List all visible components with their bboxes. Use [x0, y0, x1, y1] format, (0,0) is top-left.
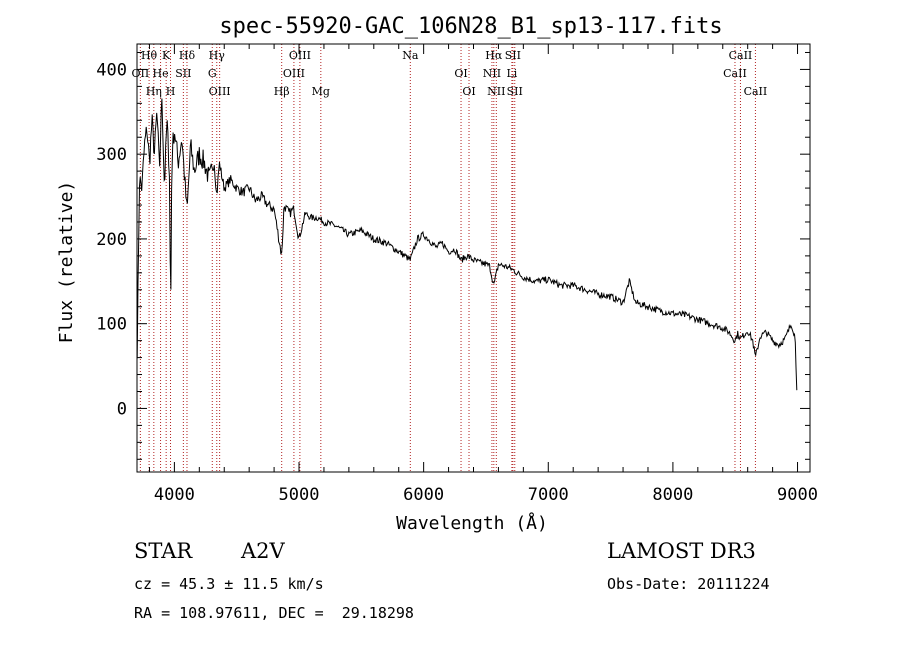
axis-ticks	[137, 44, 810, 472]
spectral-line-label: Na	[402, 49, 419, 62]
observation-date: Obs-Date: 20111224	[607, 575, 770, 593]
spectrum-chart: spec-55920-GAC_106N28_B1_sp13-117.fits H…	[56, 14, 818, 534]
x-tick-label: 8000	[652, 485, 693, 505]
spectral-line-label: OIII	[289, 49, 311, 62]
spectral-line-label: Hγ	[209, 49, 226, 62]
survey-name: LAMOST DR3	[607, 539, 756, 563]
spectral-line-label: Li	[506, 67, 517, 80]
spectral-line-label: K	[162, 49, 171, 62]
spectral-line-label: H	[166, 85, 176, 98]
spectral-line-labels: Hθ OII Hη K He H Hδ SII OIII Hγ G Hβ OIII OIII Mg Na OI O…	[132, 49, 768, 98]
plot-frame	[136, 43, 811, 473]
spectral-line-label: OI	[454, 67, 467, 80]
spectral-line-label: OIII	[209, 85, 231, 98]
spectral-line-label: Hδ	[179, 49, 196, 62]
axis-tick-labels: 4000 5000 6000 7000 8000 9000 0 100 200 300 400	[96, 60, 818, 505]
spectral-line-label: OI	[462, 85, 475, 98]
spectral-line-label: Hβ	[274, 85, 290, 98]
spectral-line-label: NII	[483, 67, 501, 80]
spectral-line-label: CaII	[723, 67, 747, 80]
object-subclass: A2V	[241, 539, 285, 563]
spectral-line-label: He	[153, 67, 169, 80]
chart-title: spec-55920-GAC_106N28_B1_sp13-117.fits	[219, 14, 722, 39]
x-axis-label: Wavelength (Å)	[396, 512, 548, 534]
x-tick-label: 9000	[777, 485, 818, 505]
redshift-cz: cz = 45.3 ± 11.5 km/s	[134, 575, 324, 593]
y-tick-label: 100	[96, 315, 127, 335]
spectral-line-label: Hα	[485, 49, 503, 62]
x-tick-label: 7000	[528, 485, 569, 505]
spectral-line-label: Hη	[146, 85, 162, 98]
spectral-line-label: CaII	[744, 85, 768, 98]
y-tick-label: 300	[96, 145, 127, 165]
x-tick-label: 4000	[154, 485, 195, 505]
spectral-line-label: SII	[505, 49, 521, 62]
y-tick-label: 400	[96, 60, 127, 80]
spectral-lines-layer	[139, 44, 756, 472]
x-tick-label: 5000	[279, 485, 320, 505]
spectral-line-label: G	[208, 67, 217, 80]
spectral-line-label: Mg	[312, 85, 330, 98]
spectral-line-label: SII	[507, 85, 523, 98]
spectral-line-label: SII	[175, 67, 191, 80]
x-tick-label: 6000	[403, 485, 444, 505]
spectral-line-label: NII	[487, 85, 505, 98]
spectral-line-label: OII	[132, 67, 150, 80]
y-tick-label: 200	[96, 230, 127, 250]
series-layer	[136, 98, 798, 391]
object-class: STAR	[134, 539, 193, 563]
coordinates: RA = 108.97611, DEC = 29.18298	[134, 604, 414, 622]
y-axis-label: Flux (relative)	[56, 181, 77, 344]
flux-series-line	[136, 98, 798, 391]
spectral-line-label: OIII	[283, 67, 305, 80]
spectral-line-label: CaII	[729, 49, 753, 62]
spectral-line-label: Hθ	[141, 49, 158, 62]
y-tick-label: 0	[117, 399, 127, 419]
